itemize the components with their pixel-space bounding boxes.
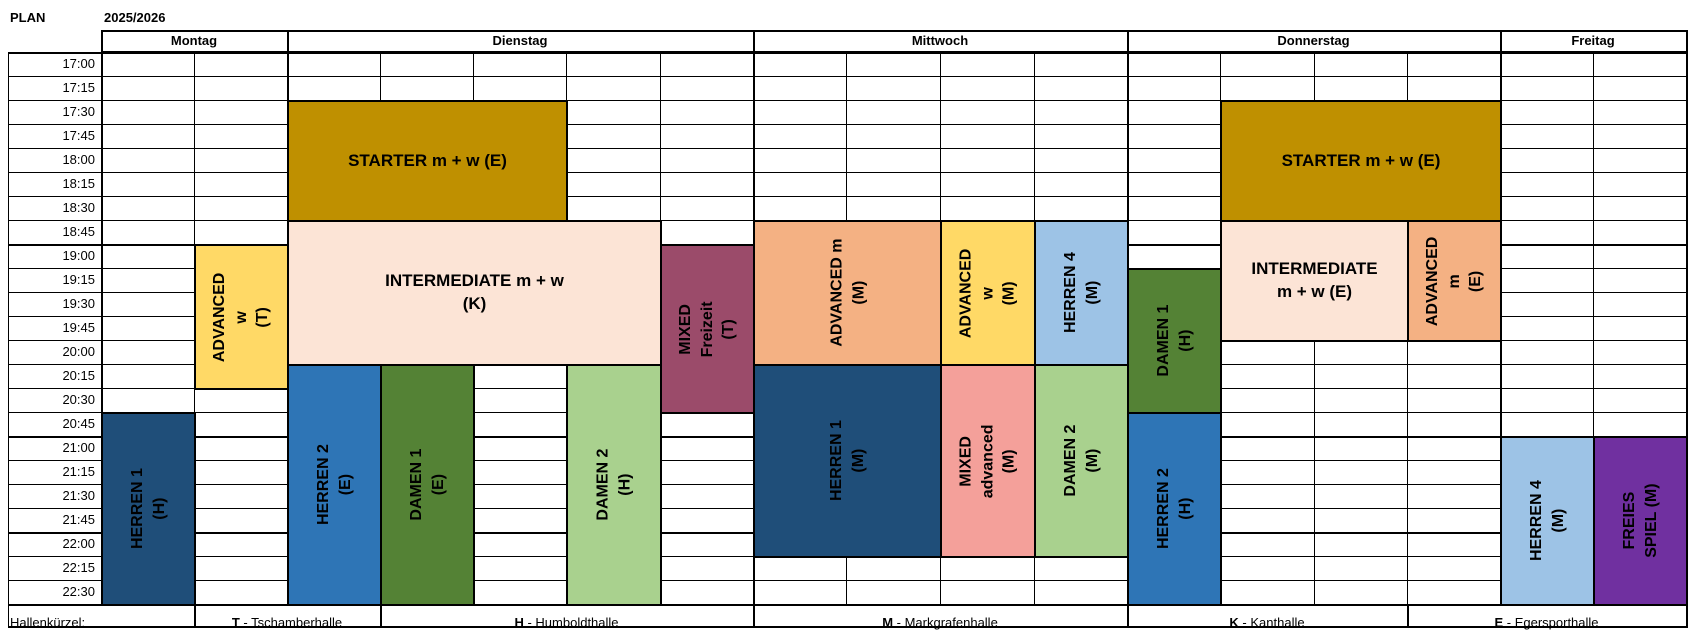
grid-col-line — [380, 604, 382, 626]
time-label: 17:15 — [62, 80, 95, 95]
footer-hall-h: H - Humboldthalle — [514, 615, 619, 630]
time-label: 22:00 — [62, 536, 95, 551]
grid-row-line — [8, 124, 1688, 125]
grid-row-line — [8, 52, 1688, 54]
time-label: 21:45 — [62, 512, 95, 527]
grid-col-line — [1593, 52, 1594, 604]
session-label: HERREN 2 (H) — [1154, 468, 1194, 550]
day-header-dienstag: Dienstag — [492, 33, 548, 48]
time-label: 20:00 — [62, 344, 95, 359]
time-label: 19:00 — [62, 248, 95, 263]
session-label: FREIES SPIEL (M) — [1620, 483, 1660, 559]
session-block-do-damen1: DAMEN 1 (H) — [1127, 268, 1222, 414]
session-label: INTERMEDIATE m + w (E) — [1251, 259, 1378, 301]
session-label: DAMEN 2 (M) — [1061, 425, 1101, 498]
grid-row-line — [8, 100, 1688, 101]
time-label: 17:00 — [62, 56, 95, 71]
grid-col-line — [101, 30, 103, 604]
session-label: HERREN 1 (H) — [128, 468, 168, 550]
session-block-fr-freies-spiel: FREIES SPIEL (M) — [1593, 436, 1688, 606]
footer-hall-k: K - Kanthalle — [1229, 615, 1305, 630]
day-header-mittwoch: Mittwoch — [911, 33, 969, 48]
session-block-mi-herren4: HERREN 4 (M) — [1034, 220, 1129, 366]
day-header-donnerstag: Donnerstag — [1277, 33, 1350, 48]
grid-row-line — [8, 172, 1688, 173]
session-label: ADVANCED m (M) — [827, 238, 867, 348]
time-label: 20:30 — [62, 392, 95, 407]
season-label: 2025/2026 — [104, 10, 166, 25]
session-block-di-damen1: DAMEN 1 (E) — [380, 364, 475, 606]
session-block-mi-advanced-m: ADVANCED m (M) — [753, 220, 942, 366]
session-label: DAMEN 1 (H) — [1154, 305, 1194, 378]
grid-col-line — [753, 604, 755, 626]
session-label: STARTER m + w (E) — [348, 150, 507, 170]
time-label: 22:15 — [62, 560, 95, 575]
session-block-di-mixed-freizeit: MIXED Freizeit (T) — [660, 244, 755, 414]
session-block-fr-herren4: HERREN 4 (M) — [1500, 436, 1595, 606]
session-label: HERREN 2 (E) — [314, 444, 354, 526]
time-label: 21:30 — [62, 488, 95, 503]
session-block-mi-damen2: DAMEN 2 (M) — [1034, 364, 1129, 558]
time-label: 20:15 — [62, 368, 95, 383]
time-label: 18:00 — [62, 152, 95, 167]
footer-label: Hallenkürzel: — [10, 615, 86, 630]
grid-row-line — [8, 148, 1688, 149]
session-label: HERREN 4 (M) — [1527, 480, 1567, 562]
plan-label: PLAN — [10, 10, 46, 25]
session-block-do-intermediate: INTERMEDIATE m + w (E) — [1220, 220, 1409, 342]
session-block-di-starter: STARTER m + w (E) — [287, 100, 568, 222]
session-block-mi-herren1: HERREN 1 (M) — [753, 364, 942, 558]
grid-col-line — [8, 52, 9, 626]
grid-col-line — [194, 604, 196, 626]
day-header-montag: Montag — [170, 33, 218, 48]
time-label: 20:45 — [62, 416, 95, 431]
session-label: HERREN 4 (M) — [1061, 252, 1101, 334]
session-block-mo-herren1: HERREN 1 (H) — [101, 412, 196, 606]
session-block-do-advanced-m: ADVANCED m (E) — [1407, 220, 1502, 342]
grid-row-line — [8, 626, 1688, 628]
grid-col-line — [1407, 604, 1409, 626]
grid-row-line — [8, 196, 1688, 197]
time-label: 17:30 — [62, 104, 95, 119]
session-label: STARTER m + w (E) — [1281, 150, 1441, 170]
session-block-mo-advanced-w: ADVANCED w (T) — [194, 244, 289, 390]
grid-row-line — [8, 604, 1688, 606]
session-block-di-herren2: HERREN 2 (E) — [287, 364, 382, 606]
session-label: ADVANCED m (E) — [1424, 236, 1485, 326]
session-label: MIXED Freizeit (T) — [677, 301, 738, 358]
session-block-do-herren2: HERREN 2 (H) — [1127, 412, 1222, 606]
grid-row-line — [101, 30, 1688, 32]
time-label: 18:30 — [62, 200, 95, 215]
session-label: ADVANCED w (M) — [957, 248, 1018, 338]
session-label: DAMEN 1 (E) — [407, 449, 447, 522]
grid-row-line — [8, 76, 1688, 77]
session-block-di-damen2: DAMEN 2 (H) — [566, 364, 662, 606]
grid-col-line — [1686, 30, 1688, 604]
footer-hall-m: M - Markgrafenhalle — [882, 615, 998, 630]
session-block-di-intermediate: INTERMEDIATE m + w (K) — [287, 220, 662, 366]
time-label: 18:45 — [62, 224, 95, 239]
footer-hall-e: E - Egersporthalle — [1494, 615, 1599, 630]
session-label: ADVANCED w (T) — [211, 272, 272, 362]
time-label: 18:15 — [62, 176, 95, 191]
time-label: 21:00 — [62, 440, 95, 455]
time-label: 19:30 — [62, 296, 95, 311]
time-label: 22:30 — [62, 584, 95, 599]
session-label: INTERMEDIATE m + w (K) — [385, 271, 564, 313]
time-label: 21:15 — [62, 464, 95, 479]
time-label: 17:45 — [62, 128, 95, 143]
grid-col-line — [1127, 604, 1129, 626]
day-header-freitag: Freitag — [1571, 33, 1615, 48]
session-block-do-starter: STARTER m + w (E) — [1220, 100, 1502, 222]
session-block-mi-mixed-advanced: MIXED advanced (M) — [940, 364, 1036, 558]
grid-row-line — [8, 580, 1688, 581]
session-label: DAMEN 2 (H) — [594, 449, 633, 522]
time-label: 19:15 — [62, 272, 95, 287]
footer-hall-t: T - Tschamberhalle — [231, 615, 343, 630]
session-label: HERREN 1 (M) — [827, 420, 867, 502]
grid-col-line — [1686, 604, 1688, 626]
session-label: MIXED advanced (M) — [957, 424, 1018, 498]
time-label: 19:45 — [62, 320, 95, 335]
session-block-mi-advanced-w: ADVANCED w (M) — [940, 220, 1036, 366]
